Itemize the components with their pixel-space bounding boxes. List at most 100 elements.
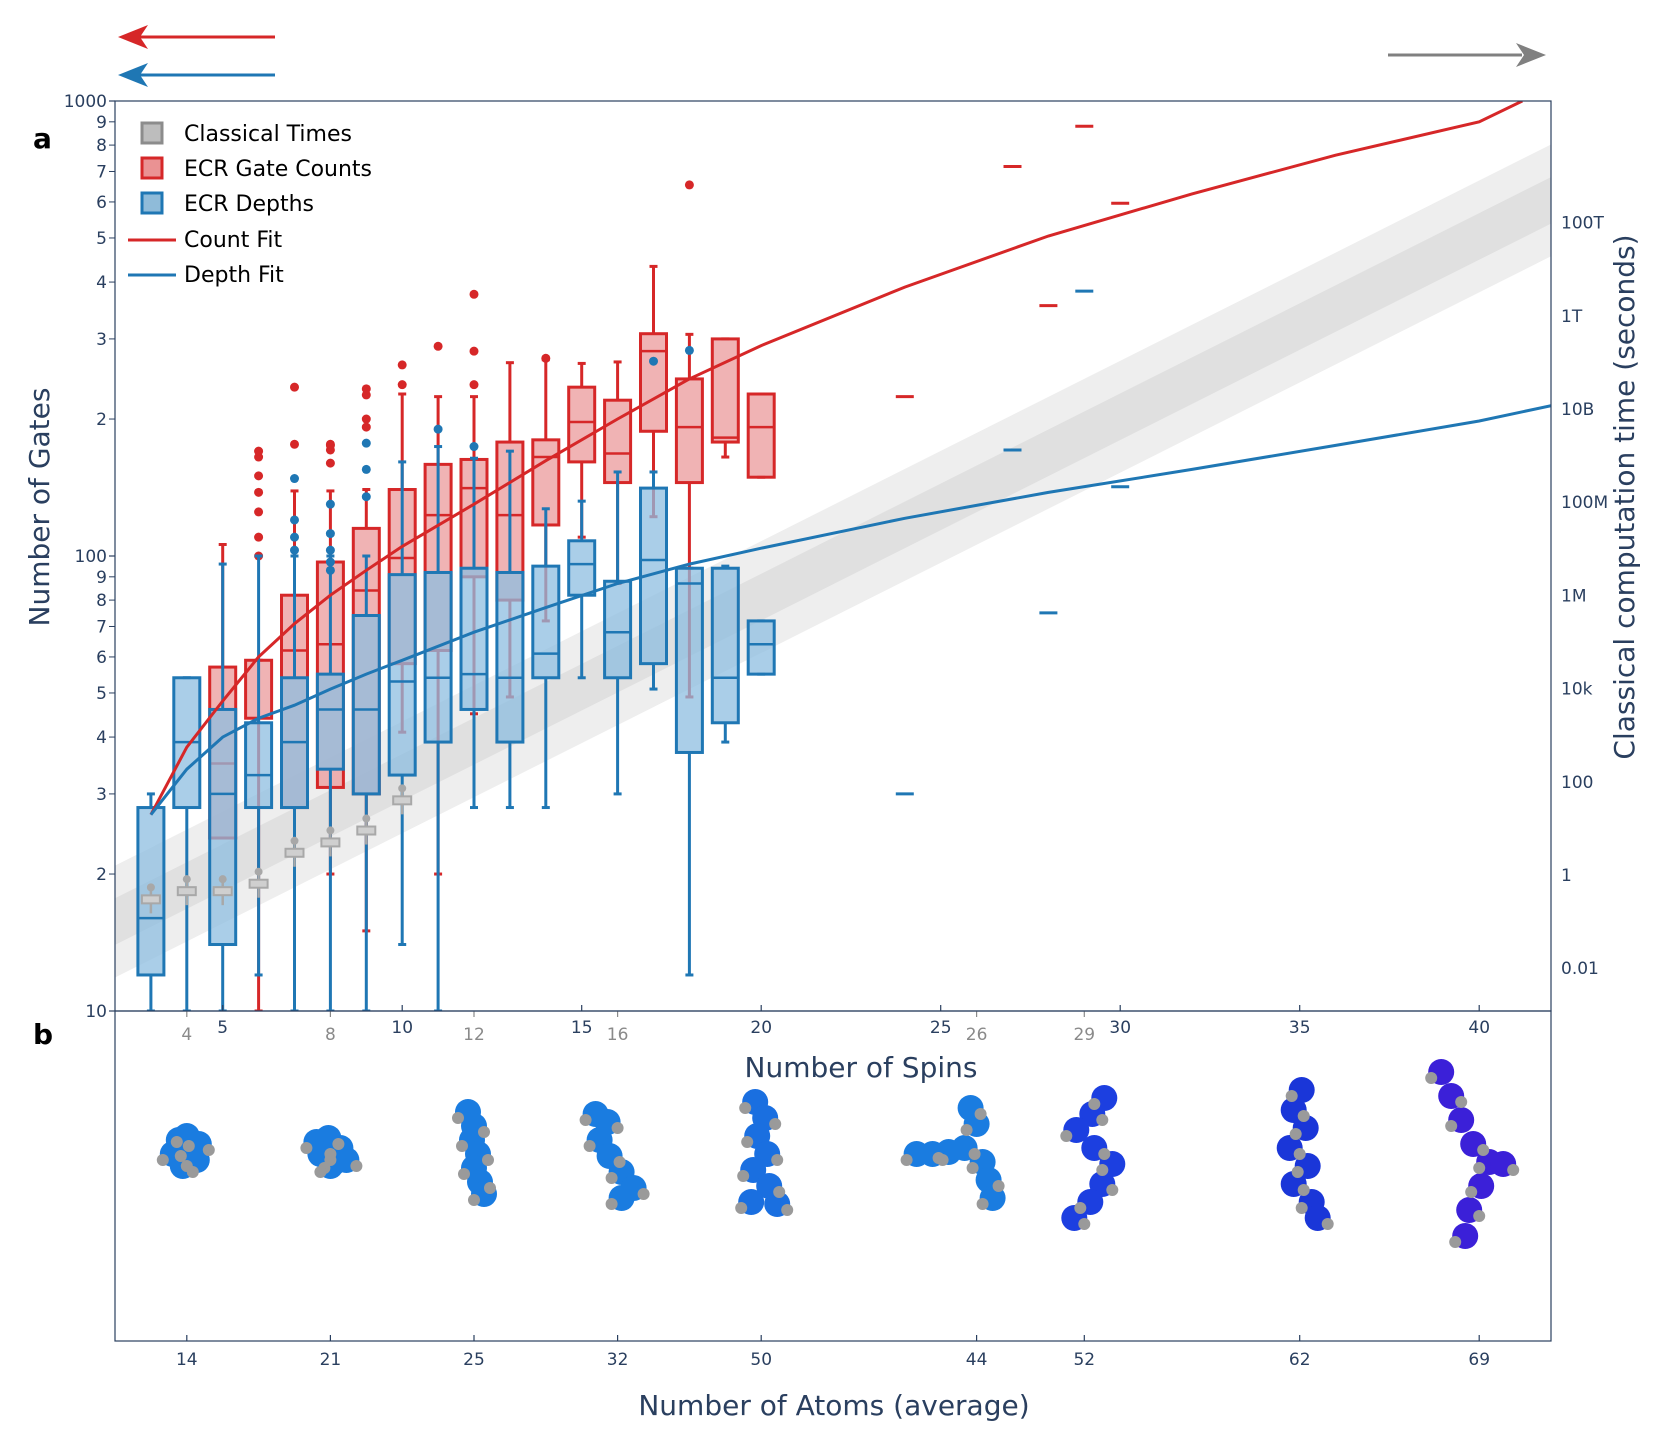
count-outlier — [684, 180, 694, 190]
hydrogen-atom — [1106, 1184, 1119, 1196]
xtick-molecule-label: 4 — [181, 1025, 192, 1045]
hydrogen-atom — [458, 1168, 470, 1180]
atom-count-label: 21 — [320, 1350, 342, 1370]
box-plots — [136, 124, 1130, 1011]
legend-swatch-depths — [140, 191, 164, 215]
count-fit-line — [149, 101, 1523, 816]
count-outlier — [397, 380, 407, 390]
count-outlier — [361, 422, 371, 432]
classical-iqr-box — [176, 886, 197, 897]
hydrogen-atom — [966, 1162, 979, 1174]
count-iqr-box — [567, 385, 597, 464]
molecule-images — [156, 1059, 1520, 1249]
classical-box-x9 — [356, 814, 377, 845]
ytick-minor-label: 7 — [96, 162, 107, 182]
hydrogen-atom — [960, 1124, 973, 1136]
legend-label-depth-fit: Depth Fit — [184, 263, 284, 288]
hydrogen-atom — [769, 1118, 782, 1130]
x-axis-ticks: 5 10 15 20 25 30 35 40 4 8 12 16 26 29 — [181, 1005, 1490, 1045]
hydrogen-atom — [1291, 1166, 1304, 1178]
xtick-label: 30 — [1109, 1018, 1131, 1038]
hydrogen-atom — [1088, 1098, 1101, 1110]
depth-iqr-box — [710, 566, 740, 725]
classical-iqr-box — [392, 795, 413, 806]
legend-item-depth-fit[interactable]: Depth Fit — [128, 263, 284, 288]
classical-box-x5 — [212, 875, 233, 906]
xtick-molecule-label: 26 — [966, 1025, 988, 1045]
legend-swatch-classical — [140, 121, 164, 145]
atom-count-label: 14 — [176, 1350, 198, 1370]
ytick-minor-label: 3 — [96, 330, 107, 350]
hydrogen-atom — [637, 1188, 650, 1200]
hydrogen-atom — [202, 1144, 215, 1156]
count-outlier — [469, 380, 479, 390]
depth-fit-line — [149, 404, 1551, 816]
left-arrow-blue-icon — [118, 63, 275, 87]
hydrogen-atom — [976, 1198, 989, 1210]
panel-label-b: b — [33, 1018, 53, 1051]
xtick-molecule-label: 12 — [463, 1025, 485, 1045]
hydrogen-atom — [324, 1154, 337, 1166]
hydrogen-atom — [613, 1156, 626, 1168]
hydrogen-atom — [1096, 1114, 1109, 1126]
depth-outlier — [325, 499, 335, 509]
depth-box-x5 — [208, 562, 238, 1011]
molecule-25-atoms — [452, 1099, 497, 1207]
legend-item-classical[interactable]: Classical Times — [140, 121, 352, 147]
hydrogen-atom — [452, 1112, 464, 1124]
count-outlier — [361, 384, 371, 394]
xtick-molecule-label: 16 — [607, 1025, 629, 1045]
count-outlier — [433, 341, 443, 351]
hydrogen-atom — [781, 1204, 794, 1216]
depth-iqr-box — [244, 721, 274, 810]
ytick-minor-label: 8 — [96, 136, 107, 156]
depth-box-x9 — [351, 438, 381, 1011]
ytick-minor-label: 8 — [96, 591, 107, 611]
depth-box-x18 — [674, 345, 704, 977]
ytick-minor-label: 5 — [96, 684, 107, 704]
hydrogen-atom — [156, 1154, 169, 1166]
ytick-minor-label: 7 — [96, 617, 107, 637]
classical-outlier — [362, 814, 371, 823]
depth-outlier — [361, 464, 371, 474]
count-outlier — [254, 471, 264, 481]
hydrogen-atom — [1445, 1120, 1458, 1132]
hydrogen-atom — [737, 1170, 750, 1182]
count-outlier — [254, 446, 264, 456]
panel-label-a: a — [33, 122, 52, 155]
hydrogen-atom — [484, 1182, 496, 1194]
classical-box-x8 — [320, 826, 341, 857]
right-tick-label: 0.01 — [1561, 959, 1599, 979]
depth-outlier — [290, 545, 299, 555]
ytick-minor-label: 9 — [96, 113, 107, 133]
hydrogen-atom — [968, 1148, 981, 1160]
hydrogen-atom — [1078, 1218, 1091, 1230]
legend-item-count-fit[interactable]: Count Fit — [128, 228, 282, 253]
classical-box-x7 — [284, 836, 305, 867]
left-axis-title: Number of Gates — [23, 388, 56, 627]
depth-iqr-box — [531, 564, 561, 680]
hydrogen-atom — [174, 1150, 187, 1162]
depth-outlier — [325, 565, 335, 575]
right-tick-label: 100M — [1561, 493, 1608, 513]
classical-iqr-box — [212, 886, 233, 897]
hydrogen-atom — [579, 1114, 592, 1126]
ytick-minor-label: 6 — [96, 193, 107, 213]
legend-item-depths[interactable]: ECR Depths — [140, 191, 314, 217]
classical-iqr-box — [356, 825, 377, 836]
classical-outlier — [326, 826, 335, 835]
ytick-label: 100 — [75, 547, 107, 567]
legend-label-depths: ECR Depths — [184, 192, 314, 217]
count-iqr-box — [710, 337, 740, 444]
depth-iqr-box — [603, 579, 633, 680]
depth-box-x10 — [387, 460, 417, 947]
hydrogen-atom — [1473, 1210, 1486, 1222]
legend: Classical Times ECR Gate Counts ECR Dept… — [128, 121, 372, 288]
depth-iqr-box — [387, 573, 417, 777]
classical-box-x3 — [140, 883, 161, 914]
count-outlier — [290, 382, 299, 392]
legend-item-gate-counts[interactable]: ECR Gate Counts — [140, 156, 372, 182]
depth-outlier — [290, 532, 299, 542]
atom-count-label: 32 — [607, 1350, 629, 1370]
depth-iqr-box — [459, 566, 489, 711]
